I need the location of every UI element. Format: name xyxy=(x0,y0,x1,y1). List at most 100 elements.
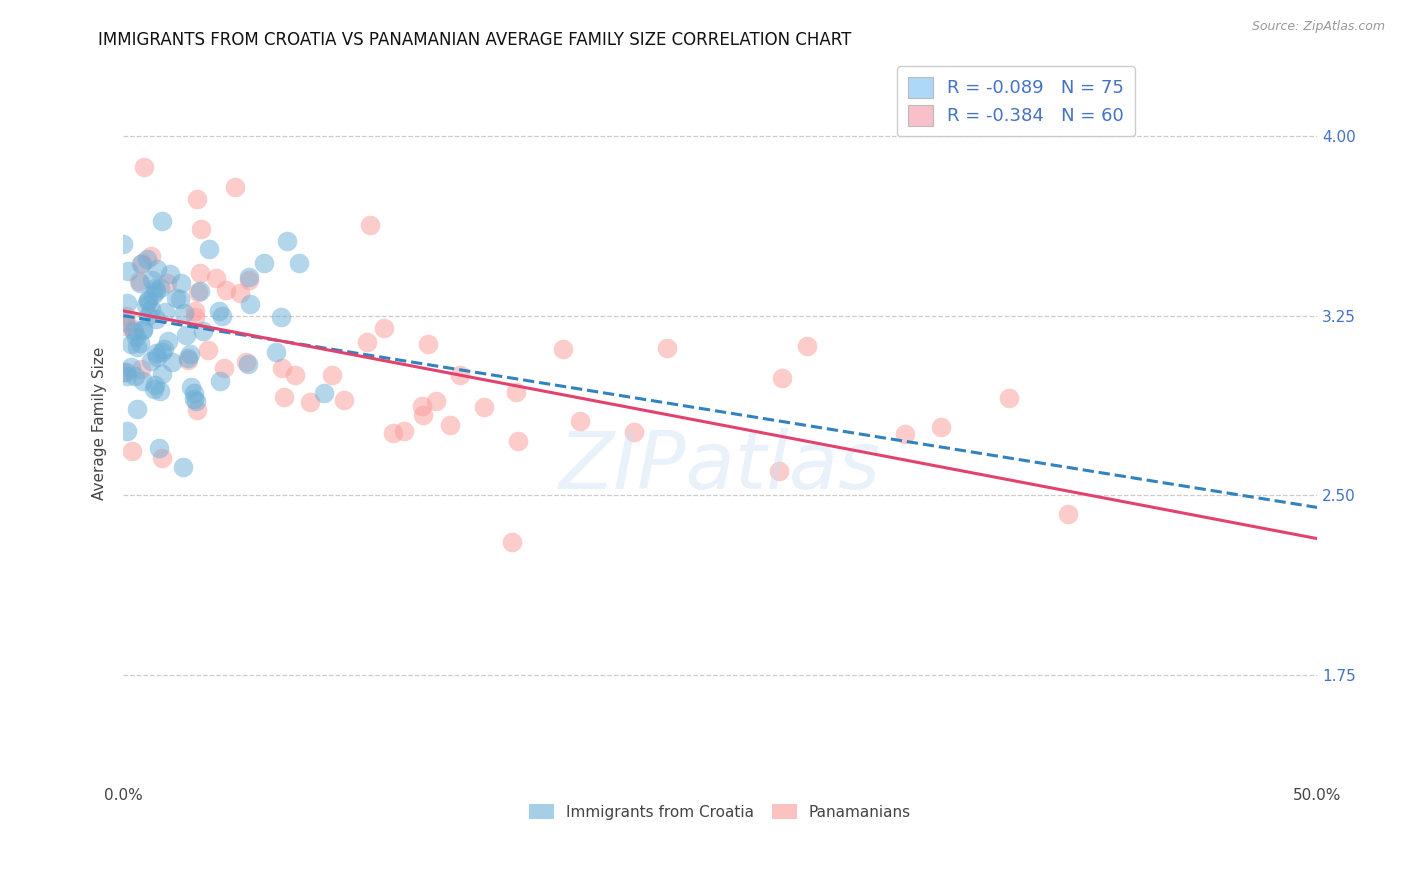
Point xyxy=(253,255,276,269)
Point xyxy=(127,402,149,417)
Point xyxy=(150,367,173,381)
Point xyxy=(145,312,167,326)
Point xyxy=(284,368,307,382)
Point xyxy=(569,414,592,428)
Point xyxy=(153,343,176,357)
Point xyxy=(186,192,208,206)
Point xyxy=(128,274,150,288)
Point xyxy=(238,270,260,285)
Point xyxy=(264,345,287,359)
Point xyxy=(115,365,138,379)
Point xyxy=(238,297,260,311)
Point xyxy=(183,310,205,325)
Point xyxy=(333,392,356,407)
Point xyxy=(180,380,202,394)
Point xyxy=(132,374,155,388)
Point xyxy=(273,390,295,404)
Point xyxy=(129,257,152,271)
Point xyxy=(142,382,165,396)
Point xyxy=(145,346,167,360)
Point xyxy=(132,160,155,174)
Point xyxy=(439,418,461,433)
Legend: Immigrants from Croatia, Panamanians: Immigrants from Croatia, Panamanians xyxy=(523,797,917,826)
Point xyxy=(929,420,952,434)
Point xyxy=(141,354,163,368)
Point xyxy=(135,298,157,312)
Point xyxy=(125,330,148,344)
Point xyxy=(136,293,159,307)
Point xyxy=(998,391,1021,405)
Point xyxy=(508,434,530,449)
Point xyxy=(150,451,173,466)
Point xyxy=(155,276,177,290)
Point xyxy=(198,242,221,256)
Point xyxy=(187,285,209,299)
Point xyxy=(143,378,166,392)
Point xyxy=(183,392,205,406)
Point xyxy=(114,315,136,329)
Point xyxy=(131,322,153,336)
Point xyxy=(172,460,194,475)
Point xyxy=(125,340,148,354)
Point xyxy=(145,284,167,298)
Point xyxy=(159,268,181,282)
Point xyxy=(553,342,575,356)
Point xyxy=(236,357,259,371)
Point xyxy=(894,427,917,442)
Point xyxy=(770,371,793,385)
Point xyxy=(312,386,335,401)
Point xyxy=(449,368,471,383)
Point xyxy=(655,341,678,355)
Point xyxy=(150,344,173,359)
Point xyxy=(122,324,145,338)
Point xyxy=(623,425,645,440)
Text: ZIPatlas: ZIPatlas xyxy=(560,427,882,506)
Point xyxy=(153,305,176,319)
Point xyxy=(124,369,146,384)
Point xyxy=(136,252,159,266)
Point xyxy=(174,328,197,343)
Point xyxy=(359,218,381,232)
Point xyxy=(215,283,238,297)
Point xyxy=(224,180,246,194)
Point xyxy=(136,310,159,324)
Point xyxy=(128,276,150,290)
Point xyxy=(141,288,163,302)
Point xyxy=(117,368,139,383)
Point xyxy=(416,337,439,351)
Point xyxy=(112,237,135,252)
Point xyxy=(112,365,135,379)
Point xyxy=(120,336,142,351)
Point xyxy=(321,368,343,382)
Point xyxy=(186,403,208,417)
Point xyxy=(472,400,495,414)
Point xyxy=(114,319,136,334)
Point xyxy=(276,235,298,249)
Point xyxy=(412,409,434,423)
Point xyxy=(299,395,322,409)
Point xyxy=(188,266,211,280)
Point xyxy=(190,221,212,235)
Point xyxy=(238,273,260,287)
Point xyxy=(169,293,191,307)
Text: Source: ZipAtlas.com: Source: ZipAtlas.com xyxy=(1251,20,1385,33)
Point xyxy=(146,350,169,364)
Point xyxy=(270,310,292,324)
Point xyxy=(381,425,404,440)
Y-axis label: Average Family Size: Average Family Size xyxy=(93,347,107,500)
Point xyxy=(115,296,138,310)
Point xyxy=(425,394,447,409)
Point xyxy=(121,322,143,336)
Point xyxy=(129,361,152,376)
Point xyxy=(139,249,162,263)
Point xyxy=(146,261,169,276)
Point xyxy=(356,335,378,350)
Point xyxy=(211,309,233,323)
Point xyxy=(288,256,311,270)
Point xyxy=(271,360,294,375)
Point xyxy=(150,214,173,228)
Point xyxy=(183,304,205,318)
Point xyxy=(143,280,166,294)
Point xyxy=(209,374,232,388)
Point xyxy=(156,334,179,349)
